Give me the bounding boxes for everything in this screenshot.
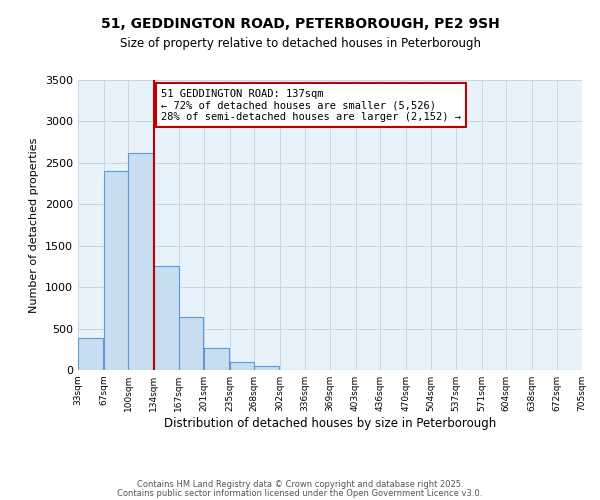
Bar: [254, 366, 279, 370]
Bar: [128, 153, 153, 370]
Bar: [179, 317, 203, 370]
Text: Contains public sector information licensed under the Open Government Licence v3: Contains public sector information licen…: [118, 488, 482, 498]
Bar: [229, 362, 254, 370]
Text: 51 GEDDINGTON ROAD: 137sqm
← 72% of detached houses are smaller (5,526)
28% of s: 51 GEDDINGTON ROAD: 137sqm ← 72% of deta…: [161, 88, 461, 122]
Bar: [104, 171, 128, 370]
X-axis label: Distribution of detached houses by size in Peterborough: Distribution of detached houses by size …: [164, 417, 496, 430]
Y-axis label: Number of detached properties: Number of detached properties: [29, 138, 40, 312]
Bar: [78, 338, 103, 370]
Text: Contains HM Land Registry data © Crown copyright and database right 2025.: Contains HM Land Registry data © Crown c…: [137, 480, 463, 489]
Text: Size of property relative to detached houses in Peterborough: Size of property relative to detached ho…: [119, 38, 481, 51]
Bar: [204, 348, 229, 370]
Text: 51, GEDDINGTON ROAD, PETERBOROUGH, PE2 9SH: 51, GEDDINGTON ROAD, PETERBOROUGH, PE2 9…: [101, 18, 499, 32]
Bar: [154, 266, 179, 370]
